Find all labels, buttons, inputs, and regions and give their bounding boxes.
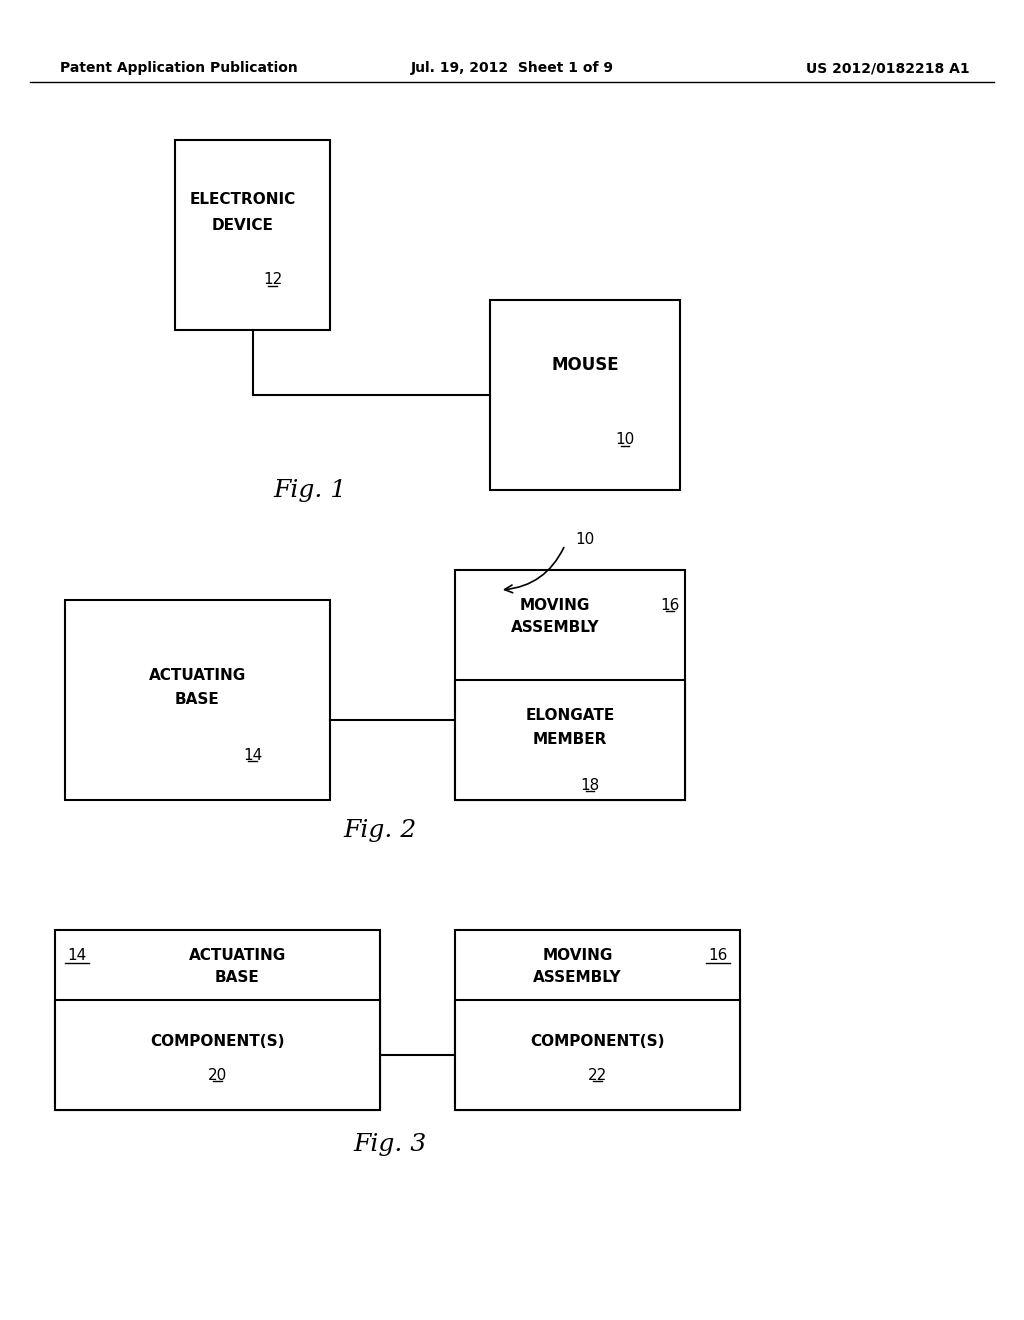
Text: COMPONENT(S): COMPONENT(S) [530,1034,665,1048]
Bar [65,601,330,800]
Bar [490,300,680,490]
Text: ELONGATE: ELONGATE [525,708,614,722]
Text: 10: 10 [615,433,635,447]
Text: 20: 20 [208,1068,227,1082]
Text: 14: 14 [68,948,87,962]
Text: ASSEMBLY: ASSEMBLY [511,620,599,635]
Text: 16: 16 [660,598,680,612]
Bar [455,931,740,1110]
Bar [175,140,330,330]
Text: MOVING: MOVING [520,598,590,612]
Text: BASE: BASE [215,970,260,986]
Text: MOVING: MOVING [543,948,612,962]
Text: ELECTRONIC: ELECTRONIC [189,193,296,207]
Text: Fig. 3: Fig. 3 [353,1134,427,1156]
Text: 12: 12 [263,272,283,288]
Text: 22: 22 [588,1068,607,1082]
Text: MOUSE: MOUSE [551,356,618,374]
Text: Fig. 1: Fig. 1 [273,479,347,502]
Text: ASSEMBLY: ASSEMBLY [534,970,622,986]
Text: MEMBER: MEMBER [532,733,607,747]
Bar [55,1001,380,1110]
Text: 18: 18 [581,777,600,792]
Text: 14: 14 [243,747,262,763]
Bar [55,931,380,1110]
Text: ACTUATING: ACTUATING [188,948,286,962]
Text: DEVICE: DEVICE [212,218,273,232]
Text: 10: 10 [575,532,594,548]
Text: BASE: BASE [175,693,220,708]
Bar [455,570,685,800]
Bar [455,680,685,800]
Text: Fig. 2: Fig. 2 [343,818,417,842]
Text: Patent Application Publication: Patent Application Publication [60,61,298,75]
Text: COMPONENT(S): COMPONENT(S) [151,1034,285,1048]
Text: Jul. 19, 2012  Sheet 1 of 9: Jul. 19, 2012 Sheet 1 of 9 [411,61,613,75]
Text: US 2012/0182218 A1: US 2012/0182218 A1 [806,61,970,75]
Text: 16: 16 [709,948,728,962]
Text: ACTUATING: ACTUATING [148,668,246,682]
Bar [455,1001,740,1110]
